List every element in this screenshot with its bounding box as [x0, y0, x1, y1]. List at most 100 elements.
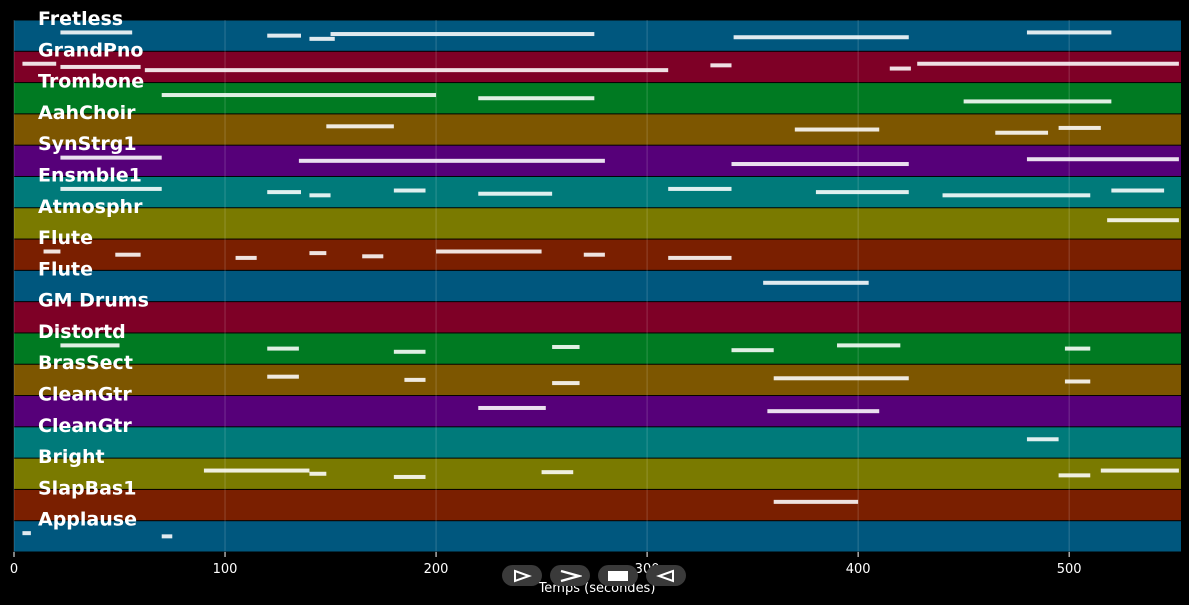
grid-lines: [13, 20, 1070, 552]
note-mark: [731, 348, 774, 353]
note-mark: [161, 93, 437, 98]
note-mark: [1111, 188, 1165, 193]
note-mark: [767, 409, 880, 414]
note-mark: [668, 186, 732, 191]
note-mark: [1100, 468, 1179, 473]
note-mark: [478, 191, 553, 196]
stop-button[interactable]: [598, 565, 638, 586]
track-lane: [14, 208, 1181, 239]
track-label: Distortd: [38, 321, 126, 343]
x-tick-label: 100: [213, 562, 238, 577]
track-lane: [14, 521, 1181, 552]
track-lane: [14, 333, 1181, 364]
track-label: GrandPno: [38, 39, 143, 61]
track-label: Atmosphr: [38, 196, 143, 218]
note-mark: [298, 158, 605, 163]
track-lane: [14, 302, 1181, 333]
note-mark: [942, 193, 1091, 198]
note-mark: [478, 405, 546, 410]
track-label: Fretless: [38, 8, 123, 30]
note-marks: [22, 30, 1179, 539]
note-mark: [1058, 125, 1101, 130]
note-mark: [552, 344, 580, 349]
note-mark: [267, 346, 299, 351]
note-mark: [267, 374, 299, 379]
note-mark: [60, 30, 133, 35]
track-label: BrasSect: [38, 352, 133, 374]
track-lane: [14, 396, 1181, 427]
note-mark: [731, 162, 909, 167]
track-label: CleanGtr: [38, 384, 132, 406]
note-mark: [309, 36, 335, 41]
note-mark: [763, 280, 869, 285]
note-mark: [309, 251, 327, 256]
track-label: SynStrg1: [38, 133, 137, 155]
track-label: SlapBas1: [38, 477, 136, 499]
track-lane: [14, 176, 1181, 208]
track-label: Flute: [38, 227, 93, 249]
note-mark: [583, 252, 605, 257]
track-label: Bright: [38, 446, 105, 468]
track-lane: [14, 83, 1181, 114]
note-mark: [837, 343, 901, 348]
note-mark: [963, 99, 1112, 104]
note-mark: [60, 64, 141, 69]
note-mark: [1058, 473, 1091, 478]
note-mark: [917, 61, 1179, 66]
note-mark: [60, 155, 162, 160]
track-lane: [14, 20, 1181, 51]
note-mark: [733, 35, 909, 40]
forward-button[interactable]: [550, 565, 590, 586]
note-mark: [1026, 30, 1112, 35]
track-lane: [14, 427, 1181, 458]
note-mark: [326, 124, 394, 129]
note-mark: [815, 190, 909, 195]
note-mark: [436, 249, 542, 254]
track-label: AahChoir: [38, 102, 136, 124]
track-label: Flute: [38, 258, 93, 280]
note-mark: [478, 96, 595, 101]
note-mark: [393, 349, 426, 354]
track-lane: [14, 114, 1181, 145]
note-mark: [773, 376, 909, 381]
note-mark: [267, 33, 302, 38]
playback-controls: [502, 565, 686, 587]
note-mark: [235, 255, 257, 260]
note-mark: [309, 471, 327, 476]
note-mark: [203, 468, 310, 473]
x-tick-label: 400: [846, 562, 871, 577]
note-mark: [1064, 346, 1091, 351]
track-label: CleanGtr: [38, 415, 132, 437]
note-mark: [995, 130, 1049, 135]
x-tick-label: 500: [1057, 562, 1082, 577]
track-lane: [14, 51, 1181, 83]
track-label: GM Drums: [38, 290, 149, 312]
note-mark: [22, 531, 31, 536]
track-label: Ensmble1: [38, 164, 142, 186]
note-mark: [144, 68, 669, 73]
note-mark: [1026, 157, 1179, 162]
note-mark: [1107, 218, 1179, 223]
rewind-triangle-icon: [656, 569, 674, 582]
note-mark: [393, 474, 426, 479]
track-labels: Fretless GrandPno Trombone AahChoir SynStrg1…: [38, 8, 149, 531]
track-lane: [14, 489, 1181, 521]
track-lane: [14, 364, 1181, 396]
rewind-button[interactable]: [646, 565, 686, 586]
note-mark: [773, 499, 859, 504]
note-mark: [794, 127, 880, 132]
note-mark: [1026, 437, 1059, 442]
note-mark: [1064, 379, 1091, 384]
note-mark: [60, 186, 162, 191]
note-mark: [22, 61, 57, 66]
track-lanes: [14, 20, 1181, 552]
note-mark: [161, 534, 173, 539]
note-mark: [668, 255, 732, 260]
note-mark: [404, 377, 426, 382]
note-mark: [393, 188, 426, 193]
track-lane: [14, 270, 1181, 302]
note-mark: [267, 190, 302, 195]
track-label: Applause: [38, 509, 137, 531]
play-button[interactable]: [502, 565, 542, 586]
